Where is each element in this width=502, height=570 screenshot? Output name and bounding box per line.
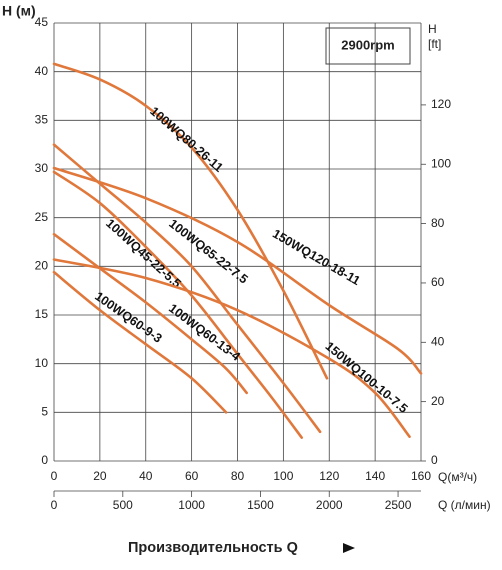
y2-tick-label: 60 xyxy=(431,275,445,289)
y-tick-label: 25 xyxy=(35,210,49,224)
x-tick-label: 160 xyxy=(411,469,431,483)
curve xyxy=(52,62,329,380)
x-tick-label: 140 xyxy=(365,469,385,483)
x-tick-label: 20 xyxy=(93,469,107,483)
curve-label: 100WQ80-26-11 xyxy=(147,104,225,175)
y-tick-label: 30 xyxy=(35,161,49,175)
x-tick-label: 0 xyxy=(51,469,58,483)
x2-tick-label: 500 xyxy=(113,498,133,512)
y2-axis-unit: [ft] xyxy=(428,37,441,51)
y-tick-label: 40 xyxy=(35,64,49,78)
x-axis-label: Q(м³/ч) xyxy=(438,470,477,484)
x2-tick-label: 1500 xyxy=(247,498,274,512)
y2-tick-label: 40 xyxy=(431,334,445,348)
y-tick-label: 5 xyxy=(41,405,48,419)
curve-label: 150WQ100-10-7.5 xyxy=(323,339,411,416)
curve xyxy=(52,170,304,439)
y-tick-label: 20 xyxy=(35,259,49,273)
y-axis-label: H (м) xyxy=(2,3,36,19)
annotation-box xyxy=(325,27,411,65)
x2-tick-label: 0 xyxy=(51,498,58,512)
x2-tick-label: 2000 xyxy=(316,498,343,512)
x-tick-label: 60 xyxy=(185,469,199,483)
y2-tick-label: 0 xyxy=(431,453,438,467)
y2-axis-label: H xyxy=(428,22,437,36)
x-tick-label: 40 xyxy=(139,469,153,483)
annotation: 2900rpm xyxy=(341,37,394,52)
y-tick-label: 10 xyxy=(35,356,49,370)
curve xyxy=(52,143,322,434)
y2-tick-label: 20 xyxy=(431,394,445,408)
curve xyxy=(52,270,228,414)
y2-tick-label: 80 xyxy=(431,216,445,230)
curve-label: 150WQ120-18-11 xyxy=(270,227,362,288)
x-tick-label: 100 xyxy=(273,469,293,483)
footer: Производительность Q xyxy=(128,540,298,556)
y-tick-label: 35 xyxy=(35,113,49,127)
footer-arrow xyxy=(343,543,355,553)
curve xyxy=(52,232,248,395)
curve-label: 100WQ60-9-3 xyxy=(92,289,164,346)
y2-tick-label: 100 xyxy=(431,156,451,170)
x2-tick-label: 1000 xyxy=(178,498,205,512)
x2-axis-label: Q (л/мин) xyxy=(438,498,491,512)
y-tick-label: 0 xyxy=(41,453,48,467)
x-tick-label: 80 xyxy=(231,469,245,483)
y2-tick-label: 120 xyxy=(431,97,451,111)
curve xyxy=(52,258,411,438)
y-tick-label: 15 xyxy=(35,307,49,321)
y-tick-label: 45 xyxy=(35,15,49,29)
curve xyxy=(52,166,423,375)
x2-tick-label: 2500 xyxy=(385,498,412,512)
x-tick-label: 120 xyxy=(319,469,339,483)
